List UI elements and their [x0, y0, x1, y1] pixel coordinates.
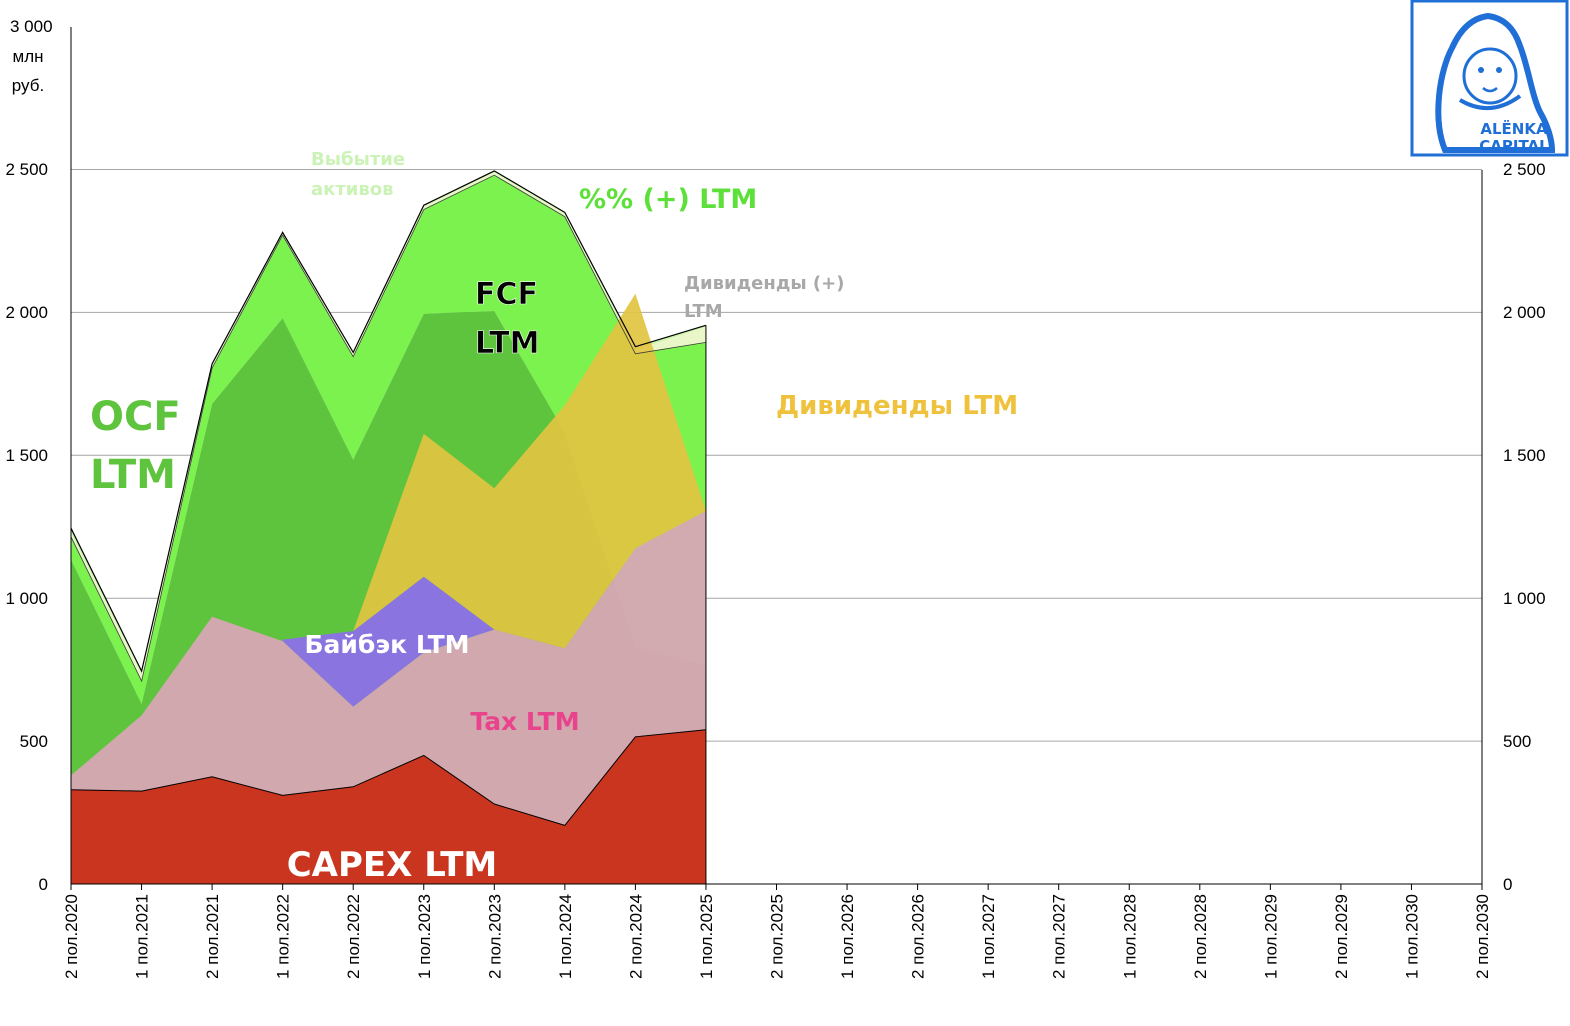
x-tick-label: 1 пол.2023 — [415, 894, 434, 979]
disposal-label-line-2: активов — [311, 179, 394, 200]
x-tick-label: 2 пол.2020 — [62, 894, 81, 979]
series-outline-top — [70, 170, 707, 673]
x-tick-label: 2 пол.2024 — [626, 894, 645, 979]
unit-label-line-2: руб. — [12, 76, 44, 95]
x-tick-label: 2 пол.2028 — [1191, 894, 1210, 979]
x-tick-label: 1 пол.2026 — [838, 894, 857, 979]
y-tick-label: 1 000 — [5, 589, 48, 608]
x-tick-label: 1 пол.2022 — [274, 894, 293, 979]
logo-text-line-2: CAPITAL — [1479, 137, 1549, 155]
area-capex-ltm — [71, 729, 706, 884]
ocf-label-line-1: OCF — [90, 394, 181, 440]
x-tick-label: 1 пол.2024 — [556, 894, 575, 979]
series-outline-capex — [70, 729, 706, 826]
x-tick-label: 1 пол.2025 — [697, 894, 716, 979]
y-tick-label: 1 500 — [5, 446, 48, 465]
right-y-tick-label: 1 500 — [1503, 446, 1546, 465]
y-tick-label: 2 000 — [5, 303, 48, 322]
eye-right-icon — [1496, 67, 1502, 73]
x-tick-label: 1 пол.2027 — [979, 894, 998, 979]
area-series — [70, 170, 707, 884]
x-tick-labels: 2 пол.2020 1 пол.2021 2 пол.2021 1 пол.2022… — [62, 894, 1492, 979]
x-tick-label: 1 пол.2028 — [1120, 894, 1139, 979]
fcf-label-line-2: LTM — [475, 326, 539, 361]
y-axis-top-label: 3 000 — [10, 17, 53, 36]
x-tick-label: 2 пол.2025 — [768, 894, 787, 979]
matryoshka-icon — [1435, 12, 1556, 153]
right-y-tick-label: 1 000 — [1503, 589, 1546, 608]
y-tick-label: 0 — [39, 875, 48, 894]
series-outline-interest — [70, 174, 706, 683]
ocf-label-line-2: LTM — [90, 452, 176, 498]
x-tick-label: 2 пол.2022 — [344, 894, 363, 979]
x-tick-label: 2 пол.2023 — [485, 894, 504, 979]
area-tax-ltm — [71, 511, 706, 826]
right-y-tick-label: 2 000 — [1503, 303, 1546, 322]
dividends-label: Дивиденды LTM — [776, 391, 1018, 421]
dividends-plus-label-line-2: LTM — [684, 301, 723, 322]
dividends-plus-label-line-1: Дивиденды (+) — [684, 273, 844, 294]
x-tick-label: 1 пол.2021 — [133, 894, 152, 979]
buyback-label: Байбэк LTM — [304, 630, 469, 659]
x-tick-marks — [70, 884, 1483, 890]
interest-label: %% (+) LTM — [579, 184, 757, 215]
area-interest-ltm — [71, 175, 706, 704]
unit-label-line-1: млн — [13, 47, 44, 66]
matryoshka-face-icon — [1462, 47, 1518, 105]
x-tick-label: 1 пол.2030 — [1403, 894, 1422, 979]
right-y-tick-label: 500 — [1503, 732, 1531, 751]
smile-icon — [1482, 87, 1498, 93]
y-tick-labels-right: 0 500 1 000 1 500 2 000 2 500 — [1503, 160, 1546, 894]
y-tick-label: 500 — [20, 732, 48, 751]
x-tick-label: 2 пол.2027 — [1050, 894, 1069, 979]
fcf-label-line-1: FCF — [475, 277, 538, 312]
area-dividends-ltm — [353, 293, 706, 649]
scarf-icon — [1458, 94, 1522, 111]
x-tick-label: 2 пол.2026 — [909, 894, 928, 979]
right-y-tick-label: 0 — [1503, 875, 1512, 894]
y-tick-label: 2 500 — [5, 160, 48, 179]
capex-label: CAPEX LTM — [287, 845, 498, 885]
logo-text-line-1: ALËNKA — [1480, 119, 1548, 138]
y-tick-labels-left: 0 500 1 000 1 500 2 000 2 500 — [5, 160, 48, 894]
x-tick-label: 2 пол.2029 — [1332, 894, 1351, 979]
x-tick-label: 2 пол.2030 — [1473, 894, 1492, 979]
disposal-label-line-1: Выбытие — [311, 149, 405, 170]
x-tick-label: 2 пол.2021 — [203, 894, 222, 979]
eye-left-icon — [1478, 67, 1484, 73]
x-tick-label: 1 пол.2029 — [1261, 894, 1280, 979]
tax-label: Tax LTM — [470, 707, 579, 736]
right-y-tick-label: 2 500 — [1503, 160, 1546, 179]
alenka-capital-logo: ALËNKA CAPITAL — [1410, 0, 1569, 157]
area-buyback-ltm — [282, 576, 495, 707]
